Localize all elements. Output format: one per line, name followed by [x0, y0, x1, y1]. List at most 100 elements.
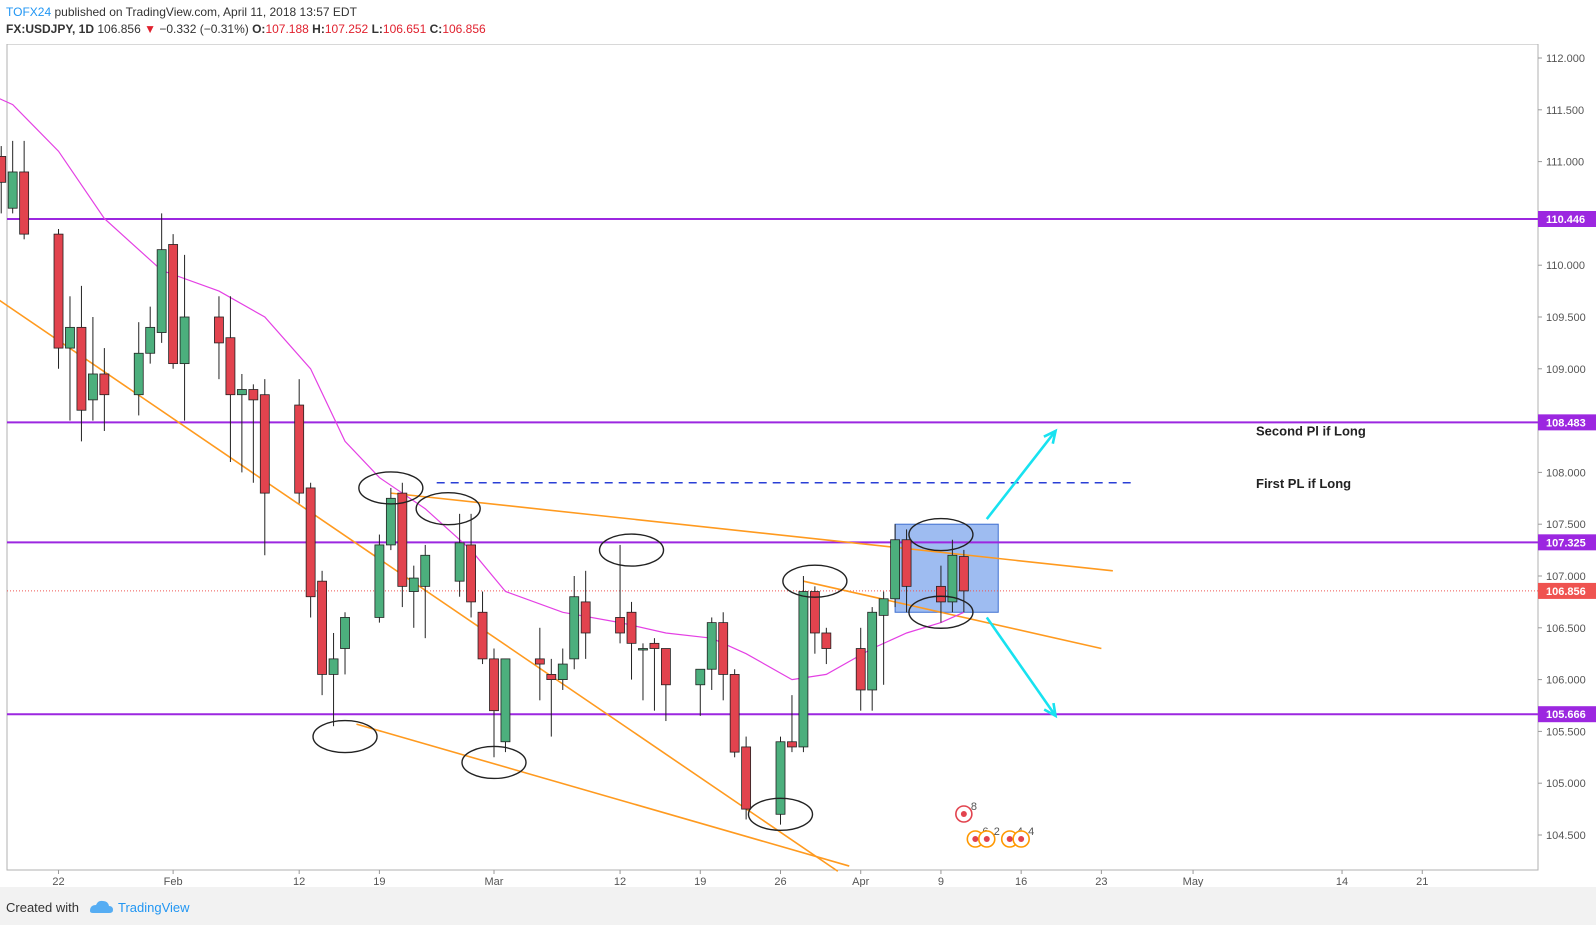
- candle: [775, 736, 786, 825]
- arrow-head: [1043, 702, 1058, 719]
- price-tick-label: 111.500: [1546, 105, 1584, 117]
- candle-body-bear: [741, 746, 752, 810]
- event-marker[interactable]: 8: [955, 801, 977, 823]
- candle-body-bull: [420, 554, 431, 587]
- candle-body-bear: [19, 171, 30, 235]
- candle-body-bear: [397, 492, 408, 587]
- candle-body-bear: [729, 674, 740, 753]
- close-value: 106.856: [442, 22, 486, 36]
- low-value: 106.651: [382, 22, 427, 36]
- event-marker[interactable]: 4: [1012, 826, 1034, 848]
- ohlc-line: FX:USDJPY, 1D 106.856 ▼ −0.332 (−0.31%) …: [6, 22, 486, 36]
- candle-body-bull: [500, 658, 511, 743]
- candle: [729, 669, 740, 758]
- event-count: 8: [971, 801, 977, 813]
- footer-bar: Created with TradingView: [0, 887, 1596, 925]
- candle-body-bear: [248, 389, 259, 401]
- economic-events[interactable]: 86244: [955, 801, 1034, 848]
- author-link[interactable]: TOFX24: [6, 5, 52, 19]
- time-tick-label: 23: [1095, 876, 1107, 887]
- price-tick-label: 106.500: [1546, 623, 1586, 635]
- pivot-ellipse: [908, 595, 974, 629]
- candle-body-bear: [901, 539, 912, 587]
- arrow-head: [1043, 428, 1058, 444]
- candle-body-bear: [466, 544, 476, 603]
- pivot-ellipse: [747, 797, 814, 831]
- price-tick-label: 107.000: [1546, 571, 1586, 583]
- candle: [557, 648, 568, 690]
- time-tick-label: 22: [52, 876, 64, 887]
- pivot-ellipse: [312, 719, 378, 754]
- candle-body-bear: [214, 316, 224, 344]
- candle-body-bear: [787, 741, 797, 748]
- event-dot: [1018, 836, 1025, 842]
- candle: [420, 544, 431, 639]
- candle-body-bear: [534, 658, 545, 665]
- event-marker[interactable]: 2: [977, 826, 1000, 848]
- price-axis[interactable]: 104.500 105.000 105.500 106.000 106.500 107.0…: [1538, 53, 1586, 842]
- candle: [787, 695, 797, 753]
- event-dot: [972, 836, 979, 842]
- candle-body-bull: [638, 648, 648, 651]
- candle-body-bear: [259, 394, 270, 494]
- candle: [225, 296, 236, 463]
- ma-line: [0, 98, 965, 681]
- candle: [500, 658, 511, 753]
- tradingview-logo-icon[interactable]: [88, 897, 114, 915]
- time-axis[interactable]: 22 Feb 12 19 Mar 12 19 26 Apr 9 16 23 May 14 21: [52, 870, 1428, 887]
- time-tick-label: Apr: [852, 876, 869, 887]
- candle-body-bull: [569, 596, 580, 660]
- candle-body-bear: [99, 373, 110, 396]
- consolidation-rect: [894, 523, 999, 613]
- candle: [454, 513, 465, 597]
- candle-body-bull: [7, 171, 18, 209]
- price-chart[interactable]: 104.500 105.000 105.500 106.000 106.500 107.0…: [0, 44, 1596, 887]
- arrow-shaft: [985, 616, 1057, 717]
- candle-body-bear: [809, 591, 820, 634]
- candle-body-bear: [305, 487, 316, 598]
- candle-body-bear: [626, 611, 637, 644]
- time-tick-label: 21: [1416, 876, 1428, 887]
- time-tick-label: 26: [774, 876, 786, 887]
- candle-body-bull: [179, 316, 190, 365]
- price-tick-label: 105.500: [1546, 726, 1586, 738]
- projection-arrows: [985, 428, 1058, 719]
- candle: [259, 379, 270, 556]
- trend-line: [390, 492, 1113, 572]
- candle-body-bear: [168, 244, 179, 365]
- candle: [328, 632, 339, 727]
- level-price-tag: [1538, 414, 1596, 431]
- candle-body-bull: [798, 591, 809, 748]
- candle: [248, 384, 259, 483]
- candle-body-bear: [294, 404, 305, 494]
- time-tick-label: 12: [614, 876, 626, 887]
- candle: [133, 322, 144, 416]
- pivot-ellipse: [908, 517, 974, 552]
- candle: [489, 648, 499, 758]
- price-tick-label: 109.500: [1546, 312, 1586, 324]
- level-price-label: 110.446: [1546, 214, 1585, 226]
- down-triangle-icon: ▼: [144, 22, 156, 36]
- level-price-tag: [1538, 534, 1596, 551]
- candle-body-bull: [156, 249, 167, 333]
- event-dot: [983, 836, 990, 842]
- change-value: −0.332 (−0.31%): [159, 22, 249, 36]
- candle: [76, 285, 87, 442]
- price-tags: 110.446 108.483 107.325 105.666 106.856: [1538, 210, 1596, 723]
- candle-body-bear: [661, 648, 671, 686]
- price-tick-label: 107.500: [1546, 519, 1586, 531]
- candle: [294, 379, 305, 504]
- price-tick-label: 111.000: [1546, 157, 1584, 169]
- time-tick-label: Mar: [485, 876, 504, 887]
- first-target-note: First PL if Long: [1256, 476, 1351, 491]
- tradingview-link[interactable]: TradingView: [118, 900, 190, 915]
- arrow-shaft: [985, 430, 1057, 520]
- trend-line: [356, 723, 850, 867]
- candle: [649, 638, 660, 711]
- candle-body-bull: [133, 352, 144, 396]
- event-dot: [960, 811, 967, 817]
- candle: [580, 570, 591, 659]
- candle-body-bull: [947, 554, 958, 603]
- candle-body-bear: [958, 556, 969, 592]
- last-value: 106.856: [97, 22, 141, 36]
